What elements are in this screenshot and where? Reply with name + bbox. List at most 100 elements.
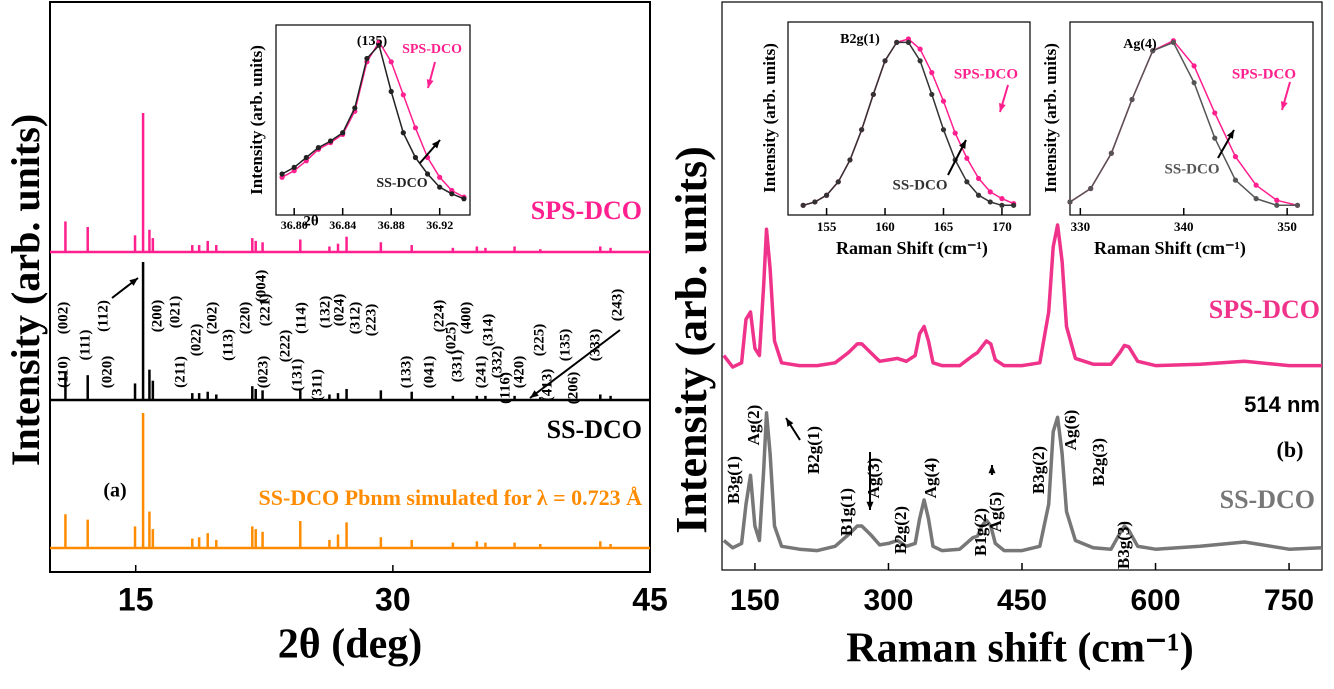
data-point [1191,63,1197,69]
data-point [1170,39,1177,45]
data-point [847,157,853,163]
data-point [400,92,406,98]
data-point [1232,154,1239,160]
data-point [952,130,958,136]
peak-label: (224) [431,300,447,333]
data-point [388,59,394,65]
peak-label: (314) [480,314,496,347]
data-point [1129,96,1135,103]
peak-label: B2g(3) [1089,438,1108,486]
peak-label: (024) [331,294,347,327]
peak-label: (243) [609,289,625,322]
plot-frame [1069,21,1314,216]
data-point [1067,199,1073,205]
data-point [303,154,309,161]
x-axis-label: Raman Shift (cm⁻¹) [1094,238,1246,259]
data-point [315,145,322,151]
data-point [859,127,865,133]
data-point [964,155,970,161]
x-tick-label: 150 [730,584,780,617]
series-label: SPS-DCO [1232,66,1296,82]
data-point [917,46,923,52]
peak-label: (131) [289,359,305,392]
series-label: SS-DCO [1220,485,1315,514]
arrow-head [998,103,1006,112]
peak-label: (220) [237,302,253,335]
peak-label: (241) [473,356,489,389]
peak-label: B3g(3) [1114,521,1133,569]
data-point [291,164,297,170]
arrow-head [431,140,440,149]
series-label: SS-DCO [376,176,427,191]
x-tick-label: 160 [875,219,895,234]
x-tick-label: 170 [992,219,1012,234]
arrow-head [786,418,794,427]
peak-label: (400) [458,302,474,335]
peak-label: (312) [347,302,363,335]
peak-label: (113) [220,329,236,361]
arrow-head [129,278,138,286]
x-tick-label: 750 [1264,584,1314,617]
peak-label: (023) [255,356,271,389]
x-tick-label: 350 [1277,219,1297,234]
data-point [412,154,419,161]
y-axis-label: Intensity (arb. units) [3,114,48,466]
peak-label: Ag(4) [921,458,940,499]
plot-frame [49,1,651,573]
data-point [882,58,888,64]
data-point [352,105,358,111]
data-point [987,199,993,205]
peak-label: (333) [587,329,603,362]
arrow-head [866,501,874,510]
peak-label: B1g(1) [837,488,856,536]
arrow-head [959,140,966,149]
x-tick-label: 36.92 [426,218,453,232]
data-point [987,189,993,195]
peak-label: (111) [77,330,93,361]
peak-label: (041) [421,356,437,389]
peak-label: (202) [204,302,220,335]
data-point [424,171,431,177]
peak-label: (110) [55,356,71,388]
arrow-head [1280,101,1288,110]
x-tick-label: 30 [375,581,411,617]
peak-label: B1g(2) [971,508,990,556]
data-point [279,171,285,177]
x-tick-label: 340 [1174,219,1194,234]
peak-label: (132) [317,296,333,329]
y-axis-label: Intensity (arb. units) [760,43,779,193]
arrow-head [988,465,996,474]
peak-label: (112) [95,300,111,332]
x-tick-label: 155 [817,219,837,234]
annotation: (135) [357,34,388,49]
series-label: SS-DCO [892,177,947,193]
x-axis-label: 2θ (deg) [278,622,422,668]
x-tick-label: 165 [934,219,954,234]
x-axis-label: 2θ [303,213,319,229]
panel-label: (a) [103,480,126,502]
spectrum-line [1069,41,1298,207]
data-point [437,174,443,180]
spectrum-line [722,411,1323,553]
data-point [975,175,982,182]
data-point [905,39,912,45]
series-label: SS-DCO Pbnm simulated for λ = 0.723 Å [258,485,642,510]
data-point [1212,135,1218,141]
series-label: SPS-DCO [954,66,1018,82]
annotation: B2g(1) [840,32,880,47]
arrow-head [530,390,539,398]
spectrum-line [722,223,1322,369]
x-tick-label: 450 [997,584,1047,617]
y-axis-label: Intensity (arb. units) [1041,43,1060,193]
x-tick-label: 36.88 [378,218,405,232]
peak-label: (116) [497,372,513,404]
x-axis-label: Raman Shift (cm⁻¹) [836,238,988,259]
plot-frame [787,21,1031,216]
data-point [364,55,370,62]
x-tick-label: 330 [1071,219,1091,234]
data-point [327,138,334,144]
data-point [1150,48,1156,54]
data-point [800,202,806,208]
